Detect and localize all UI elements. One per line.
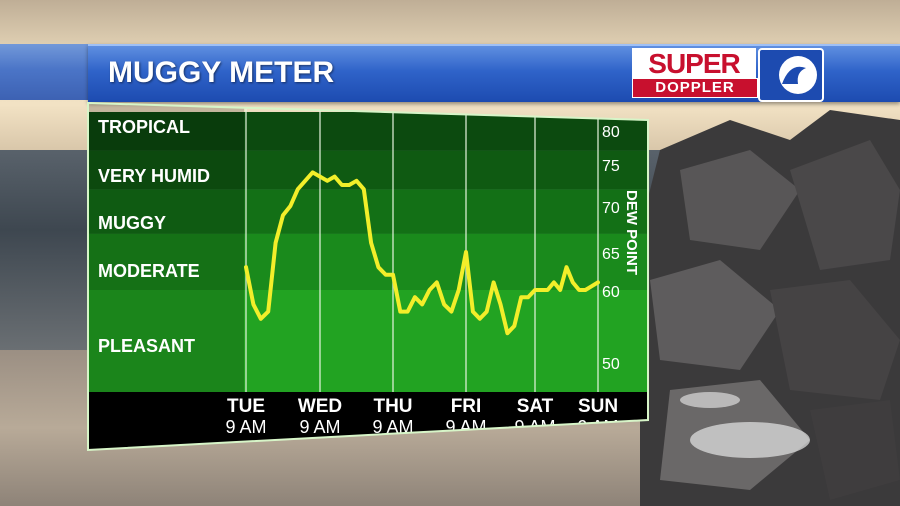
- x-day-label: WED: [298, 396, 342, 417]
- title-bar-extension: [0, 44, 88, 100]
- logo-wave-icon: [779, 56, 817, 94]
- x-time-label: 9 AM: [445, 417, 486, 437]
- x-time-label: 9 AM: [372, 417, 413, 437]
- y-tick-label: 75: [602, 158, 620, 175]
- label-column-shade: [88, 103, 244, 400]
- x-time-label: 9 AM: [225, 417, 266, 437]
- x-day-label: TUE: [227, 396, 265, 417]
- band-label-pleasant: PLEASANT: [98, 336, 195, 356]
- logo-ten-badge: [758, 48, 824, 102]
- rocks-image: [640, 110, 900, 506]
- logo-doppler-text: DOPPLER: [632, 78, 758, 98]
- band-label-tropical: TROPICAL: [98, 117, 190, 137]
- band-very-humid: [88, 150, 648, 190]
- band-label-moderate: MODERATE: [98, 261, 200, 281]
- x-day-label: SUN: [578, 396, 618, 417]
- band-label-very-humid: VERY HUMID: [98, 166, 210, 186]
- x-time-label: 9 AM: [577, 417, 618, 437]
- y-tick-label: 70: [602, 200, 620, 217]
- x-time-label: 9 AM: [299, 417, 340, 437]
- x-day-label: SAT: [517, 396, 554, 417]
- y-tick-label: 65: [602, 246, 620, 263]
- y-tick-label: 60: [602, 284, 620, 301]
- band-tropical: [88, 112, 648, 151]
- y-tick-label: 80: [602, 124, 620, 141]
- chart-panel: TROPICAL VERY HUMID MUGGY MODERATE PLEASANT 8…: [88, 103, 648, 450]
- x-day-label: THU: [373, 396, 412, 417]
- page-title: MUGGY METER: [108, 56, 335, 89]
- band-pleasant: [88, 290, 648, 392]
- x-axis-bar: [88, 392, 648, 450]
- chart-border: [87, 101, 649, 452]
- x-day-label: FRI: [451, 396, 482, 417]
- band-label-muggy: MUGGY: [98, 213, 166, 233]
- y-tick-label: 50: [602, 356, 620, 373]
- station-logo: SUPER DOPPLER: [632, 48, 824, 102]
- y-axis-label: DEW POINT: [623, 190, 640, 275]
